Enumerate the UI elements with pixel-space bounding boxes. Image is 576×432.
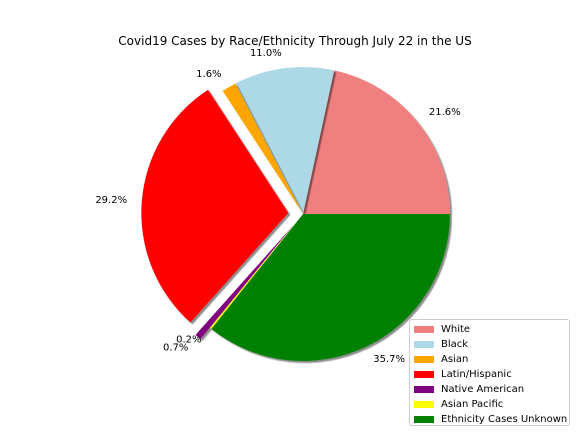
pie-label-latin-hispanic: 29.2%: [95, 195, 127, 206]
legend-item-ethnicity-cases-unknown: Ethnicity Cases Unknown: [414, 412, 569, 427]
legend-item-asian: Asian: [414, 352, 569, 367]
pie-label-asian-pacific: 0.2%: [176, 334, 201, 345]
legend-swatch: [414, 386, 434, 393]
legend-swatch: [414, 416, 434, 423]
chart-title: Covid19 Cases by Race/Ethnicity Through …: [118, 34, 472, 48]
pie-slice-native-american: [195, 225, 294, 340]
legend-swatch: [414, 401, 434, 408]
legend-item-latin-hispanic: Latin/Hispanic: [414, 367, 569, 382]
legend-item-black: Black: [414, 337, 569, 352]
legend-label: Native American: [441, 384, 525, 395]
pie-label-black: 11.0%: [250, 48, 282, 59]
legend-item-white: White: [414, 322, 569, 337]
pie-slice-latin-hispanic: [141, 89, 289, 323]
pie-slice-asian: [222, 83, 303, 214]
pie-slice-asian-pacific: [210, 214, 303, 330]
legend-label: Latin/Hispanic: [441, 369, 512, 380]
pie-slice-white: [303, 70, 450, 214]
pie-label-white: 21.6%: [429, 107, 461, 118]
legend-label: White: [441, 324, 471, 335]
legend-swatch: [414, 341, 434, 348]
pie-label-native-american: 0.7%: [163, 343, 188, 354]
pie-label-asian: 1.6%: [196, 69, 221, 80]
legend-item-asian-pacific: Asian Pacific: [414, 397, 569, 412]
pie-slice-ethnicity-cases-unknown: [211, 214, 450, 361]
legend-swatch: [414, 356, 434, 363]
pie-label-ethnicity-cases-unknown: 35.7%: [373, 354, 405, 365]
legend-label: Ethnicity Cases Unknown: [441, 414, 568, 425]
legend-swatch: [414, 371, 434, 378]
legend: White Black Asian Latin/Hispanic Native Amer…: [409, 319, 570, 426]
legend-label: Asian: [441, 354, 469, 365]
legend-swatch: [414, 326, 434, 333]
legend-item-native-american: Native American: [414, 382, 569, 397]
pie-slice-black: [235, 66, 335, 214]
legend-label: Asian Pacific: [441, 399, 504, 410]
legend-label: Black: [441, 339, 469, 350]
